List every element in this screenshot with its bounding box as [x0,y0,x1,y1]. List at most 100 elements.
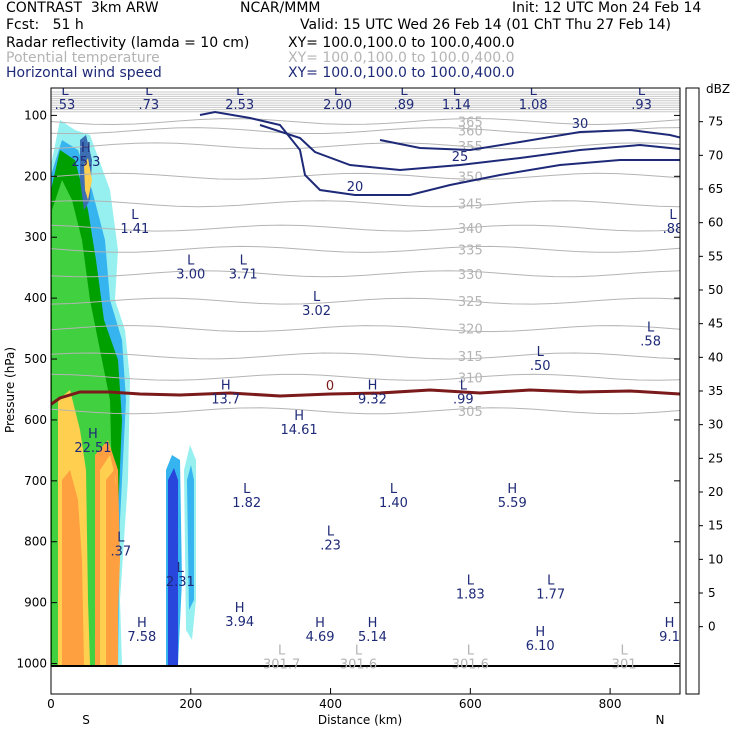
colorbar-level-45: 45 [708,317,723,331]
reflectivity-cell-5 [62,470,84,665]
extrema-value-9: 1.41 [120,222,149,237]
x-tick-label-0: 0 [47,697,55,711]
extrema-low-marker-21: L [243,482,251,497]
y-tick-label-1000: 1000 [16,657,47,671]
y-tick-label-700: 700 [24,474,47,488]
extrema-value-0: .53 [55,98,76,113]
extrema-value-31: 4.69 [306,630,335,645]
colorbar-level-65: 65 [708,182,723,196]
extrema-low-marker-27: L [467,573,475,588]
extrema-high-marker-34: H [665,616,675,631]
extrema-low-marker-35: L [278,643,286,658]
x-end-south: S [82,713,90,727]
y-tick-label-900: 900 [24,596,47,610]
theta-label-355: 355 [458,140,483,155]
extrema-value-12: 3.71 [229,268,258,283]
colorbar-level-25: 25 [708,451,723,465]
colorbar-level-20: 20 [708,485,723,499]
wind-contours: 20 25 30 0 [51,110,680,667]
extrema-value-5: 1.14 [442,98,471,113]
center-name: NCAR/MMM [240,0,321,16]
y-tick-label-600: 600 [24,413,47,427]
extrema-high-marker-16: H [221,378,231,393]
extrema-low-marker-9: L [131,208,139,223]
field-wind-xy: XY= 100.0,100.0 to 100.0,400.0 [288,65,515,81]
extrema-value-35: 301.7 [263,657,300,672]
theta-line-305 [51,407,680,415]
colorbar-level-60: 60 [708,216,723,230]
extrema-value-7: .93 [631,98,652,113]
extrema-high-marker-32: H [368,616,378,631]
theta-label-360: 360 [458,125,483,140]
extrema-low-marker-4: L [400,84,408,99]
y-tick-label-100: 100 [24,108,47,122]
extrema-value-10: .88 [663,222,684,237]
theta-label-325: 325 [458,295,483,310]
extrema-high-marker-20: H [88,427,98,442]
extrema-low-marker-22: L [390,482,398,497]
valid-time: Valid: 15 UTC Wed 26 Feb 14 (01 ChT Thu … [300,17,672,33]
extrema-value-34: 9.1 [659,630,680,645]
init-time: Init: 12 UTC Mon 24 Feb 14 [512,0,702,16]
theta-label-365: 365 [458,116,483,131]
x-tick-label-600: 600 [459,697,482,711]
extrema-low-marker-15: L [537,345,545,360]
extrema-low-marker-25: L [177,561,185,576]
extrema-high-marker-23: H [507,482,517,497]
extrema-low-marker-11: L [187,254,195,269]
field-reflectivity-xy: XY= 100.0,100.0 to 100.0,400.0 [288,35,515,51]
theta-line-350 [51,172,680,180]
theta-label-310: 310 [458,371,483,386]
extrema-value-28: 1.77 [536,587,565,602]
y-tick-label-200: 200 [24,169,47,183]
extrema-low-marker-26: L [117,531,125,546]
colorbar-level-0: 0 [708,620,716,634]
y-axis-label: Pressure (hPa) [3,347,17,433]
y-tick-label-400: 400 [24,291,47,305]
extrema-low-marker-38: L [620,643,628,658]
extrema-value-33: 6.10 [526,639,555,654]
extrema-high-marker-19: H [294,409,304,424]
theta-label-330: 330 [458,268,483,283]
extrema-low-marker-1: L [145,84,153,99]
colorbar-level-30: 30 [708,418,723,432]
extrema-low-marker-3: L [334,84,342,99]
extrema-value-3: 2.00 [323,98,352,113]
colorbar-frame [685,87,700,695]
field-wind-name: Horizontal wind speed [6,65,162,81]
reflectivity-field [51,120,196,665]
extrema-value-14: .58 [640,335,661,350]
wind-contour-label-20: 20 [347,180,364,195]
x-tick-label-400: 400 [319,697,342,711]
colorbar-level-35: 35 [708,384,723,398]
colorbar-level-55: 55 [708,249,723,263]
theta-label-335: 335 [458,243,483,258]
extrema-value-23: 5.59 [498,496,527,511]
axes: 0 200 400 600 800100200300400500600700800900… [16,108,680,711]
theta-line-365 [51,117,680,126]
extrema-labels: L.53L.73L2.53L2.00L.89L1.14L1.08L.93H25.… [55,84,684,672]
wind-contour-0 [51,388,680,407]
forecast-hour: Fcst: 51 h [6,17,84,33]
extrema-value-4: .89 [394,98,415,113]
extrema-high-marker-29: H [137,616,147,631]
extrema-low-marker-5: L [453,84,461,99]
extrema-value-16: 13.7 [211,392,240,407]
extrema-value-2: 2.53 [225,98,254,113]
reflectivity-cell-8 [106,470,118,665]
extrema-value-19: 14.61 [280,423,317,438]
extrema-value-18: .99 [453,392,474,407]
x-end-north: N [656,713,665,727]
extrema-value-29: 7.58 [127,630,156,645]
extrema-value-20: 22.51 [74,441,111,456]
theta-label-345: 345 [458,198,483,213]
wind-contour-label-25: 25 [452,150,469,165]
wind-contour-label-0: 0 [326,379,334,394]
colorbar-level-70: 70 [708,148,723,162]
theta-line-325 [51,297,680,305]
extrema-low-marker-24: L [327,525,335,540]
extrema-value-30: 3.94 [225,615,254,630]
colorbar-level-75: 75 [708,115,723,129]
